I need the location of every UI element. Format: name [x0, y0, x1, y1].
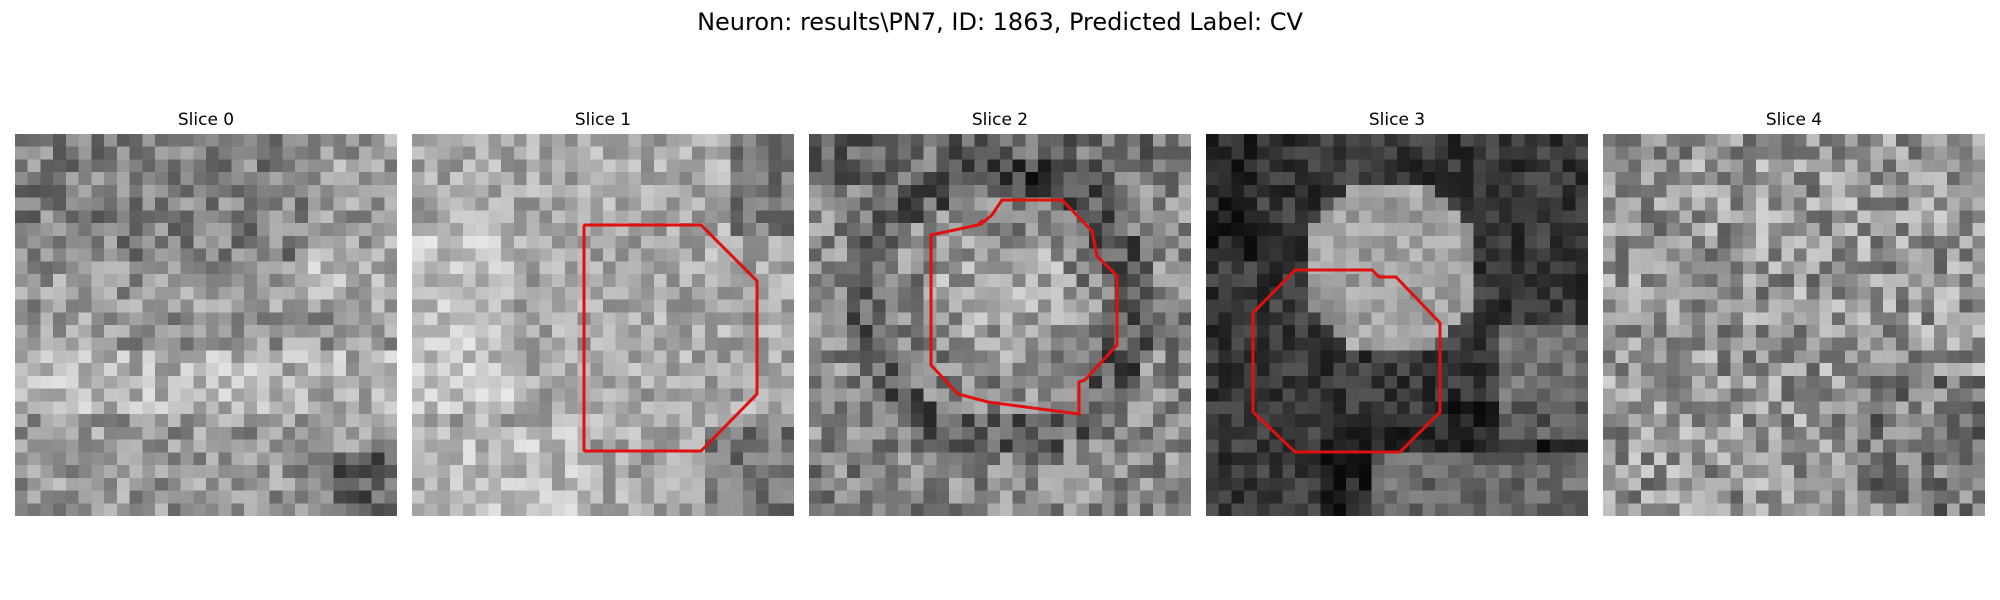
slice-panel-0: Slice 0	[15, 108, 397, 516]
figure-title: Neuron: results\PN7, ID: 1863, Predicted…	[697, 8, 1303, 36]
roi-outline-overlay	[582, 223, 759, 453]
slice-image	[809, 134, 1191, 516]
roi-outline-overlay	[929, 198, 1119, 416]
slice-title: Slice 2	[971, 110, 1029, 130]
slice-title: Slice 0	[177, 110, 235, 130]
roi-outline	[929, 198, 1119, 416]
slice-image	[1603, 134, 1985, 516]
slice-title: Slice 1	[574, 110, 632, 130]
slice-title: Slice 4	[1765, 110, 1823, 130]
slice-title: Slice 3	[1368, 110, 1426, 130]
slice-image	[15, 134, 397, 516]
roi-outline	[582, 223, 759, 453]
roi-outline-overlay	[1251, 268, 1442, 454]
slice-panel-2: Slice 2	[809, 108, 1191, 516]
slice-panel-4: Slice 4	[1603, 108, 1985, 516]
slice-panel-3: Slice 3	[1206, 108, 1588, 516]
slice-panel-1: Slice 1	[412, 108, 794, 516]
roi-outline	[1251, 268, 1442, 454]
